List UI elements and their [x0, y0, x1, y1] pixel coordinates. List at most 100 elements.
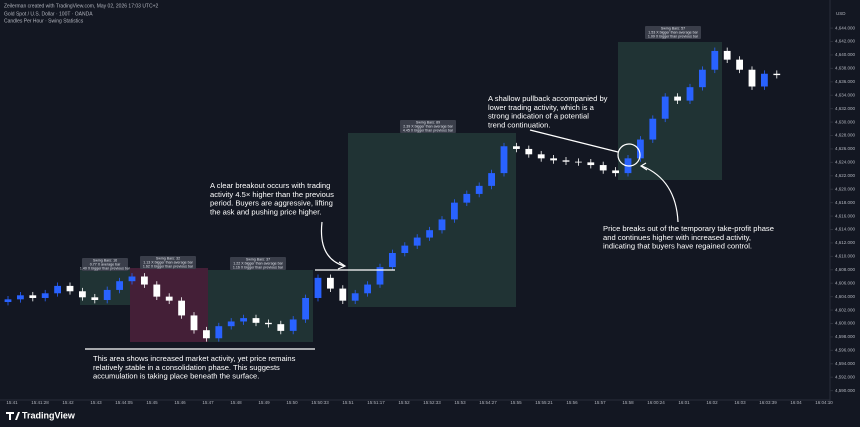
candle-body [227, 321, 235, 327]
x-tick-label: 16:04:10 [815, 400, 833, 405]
x-tick-label: 15:53 [454, 400, 466, 405]
highlight-circle [617, 143, 641, 167]
candle-body [550, 158, 557, 161]
candle-body [190, 315, 198, 331]
candle-body [265, 322, 272, 325]
candle-body [736, 59, 743, 70]
candle-body [153, 284, 161, 297]
candle-body [451, 202, 458, 220]
candle-body [587, 162, 595, 166]
annotation-text: strong indication of a potential [488, 112, 589, 121]
candle-body [686, 87, 694, 101]
arrow [641, 165, 679, 223]
x-tick-label: 15:56 [566, 400, 578, 405]
x-tick-label: 15:50 [286, 400, 298, 405]
x-tick-label: 15:47 [202, 400, 214, 405]
x-tick-label: 16:03:39 [759, 400, 777, 405]
candle-body [178, 300, 185, 316]
drawings [85, 129, 679, 350]
annotation-text: lower trading activity, which is a [488, 103, 595, 112]
candle-body [252, 318, 260, 323]
x-tick-label: 16:03 [734, 400, 746, 405]
brand: TradingView [22, 410, 76, 420]
zone [208, 270, 313, 342]
brand-logo: TradingView [6, 410, 76, 420]
zone-label: Swing Bars: 37 [246, 258, 270, 262]
annotation-text: relatively stable in a consolidation pha… [93, 363, 280, 372]
y-tick-label: 4,632.000 [835, 106, 856, 111]
candle-body [723, 50, 731, 60]
y-tick-label: 4,616.000 [835, 213, 856, 218]
x-tick-label: 15:43 [90, 400, 102, 405]
candle-body [773, 73, 781, 76]
zone-label-box [230, 257, 286, 270]
candle-body [376, 267, 384, 285]
x-tick-label: 15:42 [62, 400, 74, 405]
candle-body [364, 284, 371, 294]
candle-body [103, 289, 111, 300]
x-tick-label: 15:46 [174, 400, 186, 405]
candle-body [79, 291, 86, 298]
candle-body [599, 165, 607, 171]
candle-body [4, 299, 12, 303]
y-tick-label: 4,600.000 [835, 321, 856, 326]
candle-body [575, 161, 582, 163]
x-tick-label: 15:48 [230, 400, 242, 405]
candle-body [66, 285, 74, 292]
y-tick-label: 4,628.000 [835, 133, 856, 138]
arrow [320, 221, 345, 267]
zone-label-box [140, 256, 196, 269]
candle-body [761, 73, 768, 87]
zone-label: Swing Bars: 32 [156, 257, 180, 261]
y-tick-label: 4,606.000 [835, 280, 856, 285]
credit: Zeilerman created with TradingView.com, … [4, 3, 159, 9]
x-tick-label: 15:41:28 [31, 400, 49, 405]
candle-body [203, 330, 210, 339]
annotation-text: This area shows increased market activit… [93, 354, 296, 363]
x-tick-label: 15:44:05 [115, 400, 133, 405]
candle-body [302, 297, 309, 320]
zone [618, 42, 722, 180]
y-tick-label: 4,608.000 [835, 267, 856, 272]
candle-body [525, 148, 533, 155]
candle-body [562, 160, 570, 162]
x-tick-label: 15:58 [622, 400, 634, 405]
candle-body [128, 276, 136, 282]
y-tick-label: 4,642.000 [835, 39, 856, 44]
y-tick-label: 4,618.000 [835, 200, 856, 205]
candle-body [537, 154, 545, 159]
logo [6, 412, 20, 420]
candle-body [339, 288, 347, 301]
annotation-text: indicating that buyers have regained con… [603, 242, 752, 251]
x-tick-label: 15:51:17 [367, 400, 385, 405]
indicator-title: Candles Per Hour · Swing Statistics [4, 18, 84, 24]
symbol-title: Gold Spot / U.S. Dollar · 100T · OANDA [4, 11, 93, 17]
zone-label: 1.62 X bigger than previous bar [143, 265, 194, 269]
arrow-head [337, 261, 347, 270]
y-tick-label: 4,640.000 [835, 52, 856, 57]
y-tick-label: 4,594.000 [835, 361, 856, 366]
candle-body [165, 296, 173, 301]
annotation-text: A shallow pullback accompanied by [488, 94, 608, 103]
zone-label: Swing Bars: 16 [93, 259, 117, 263]
candle-body [413, 237, 421, 246]
candle-body [488, 173, 495, 186]
candle-body [463, 193, 471, 203]
candle-body [401, 245, 409, 254]
candle-body [475, 185, 483, 194]
zone-label: 1.22 X bigger than average bar [233, 262, 283, 266]
candle-body [351, 293, 359, 301]
candle-body [438, 219, 446, 231]
candle-body [637, 139, 644, 159]
zone-label-box [400, 120, 456, 133]
zone [348, 133, 516, 307]
candle-body [389, 253, 396, 268]
candle-body [649, 118, 657, 140]
zone-label: 4.45 X bigger than previous bar [403, 129, 454, 133]
annotation-text: the ask and pushing price higher. [210, 207, 321, 216]
currency: USD [836, 11, 846, 16]
x-tick-label: 15:51 [342, 400, 354, 405]
y-tick-label: 4,610.000 [835, 254, 856, 259]
candle-body [289, 319, 297, 331]
candle-body [29, 295, 37, 298]
